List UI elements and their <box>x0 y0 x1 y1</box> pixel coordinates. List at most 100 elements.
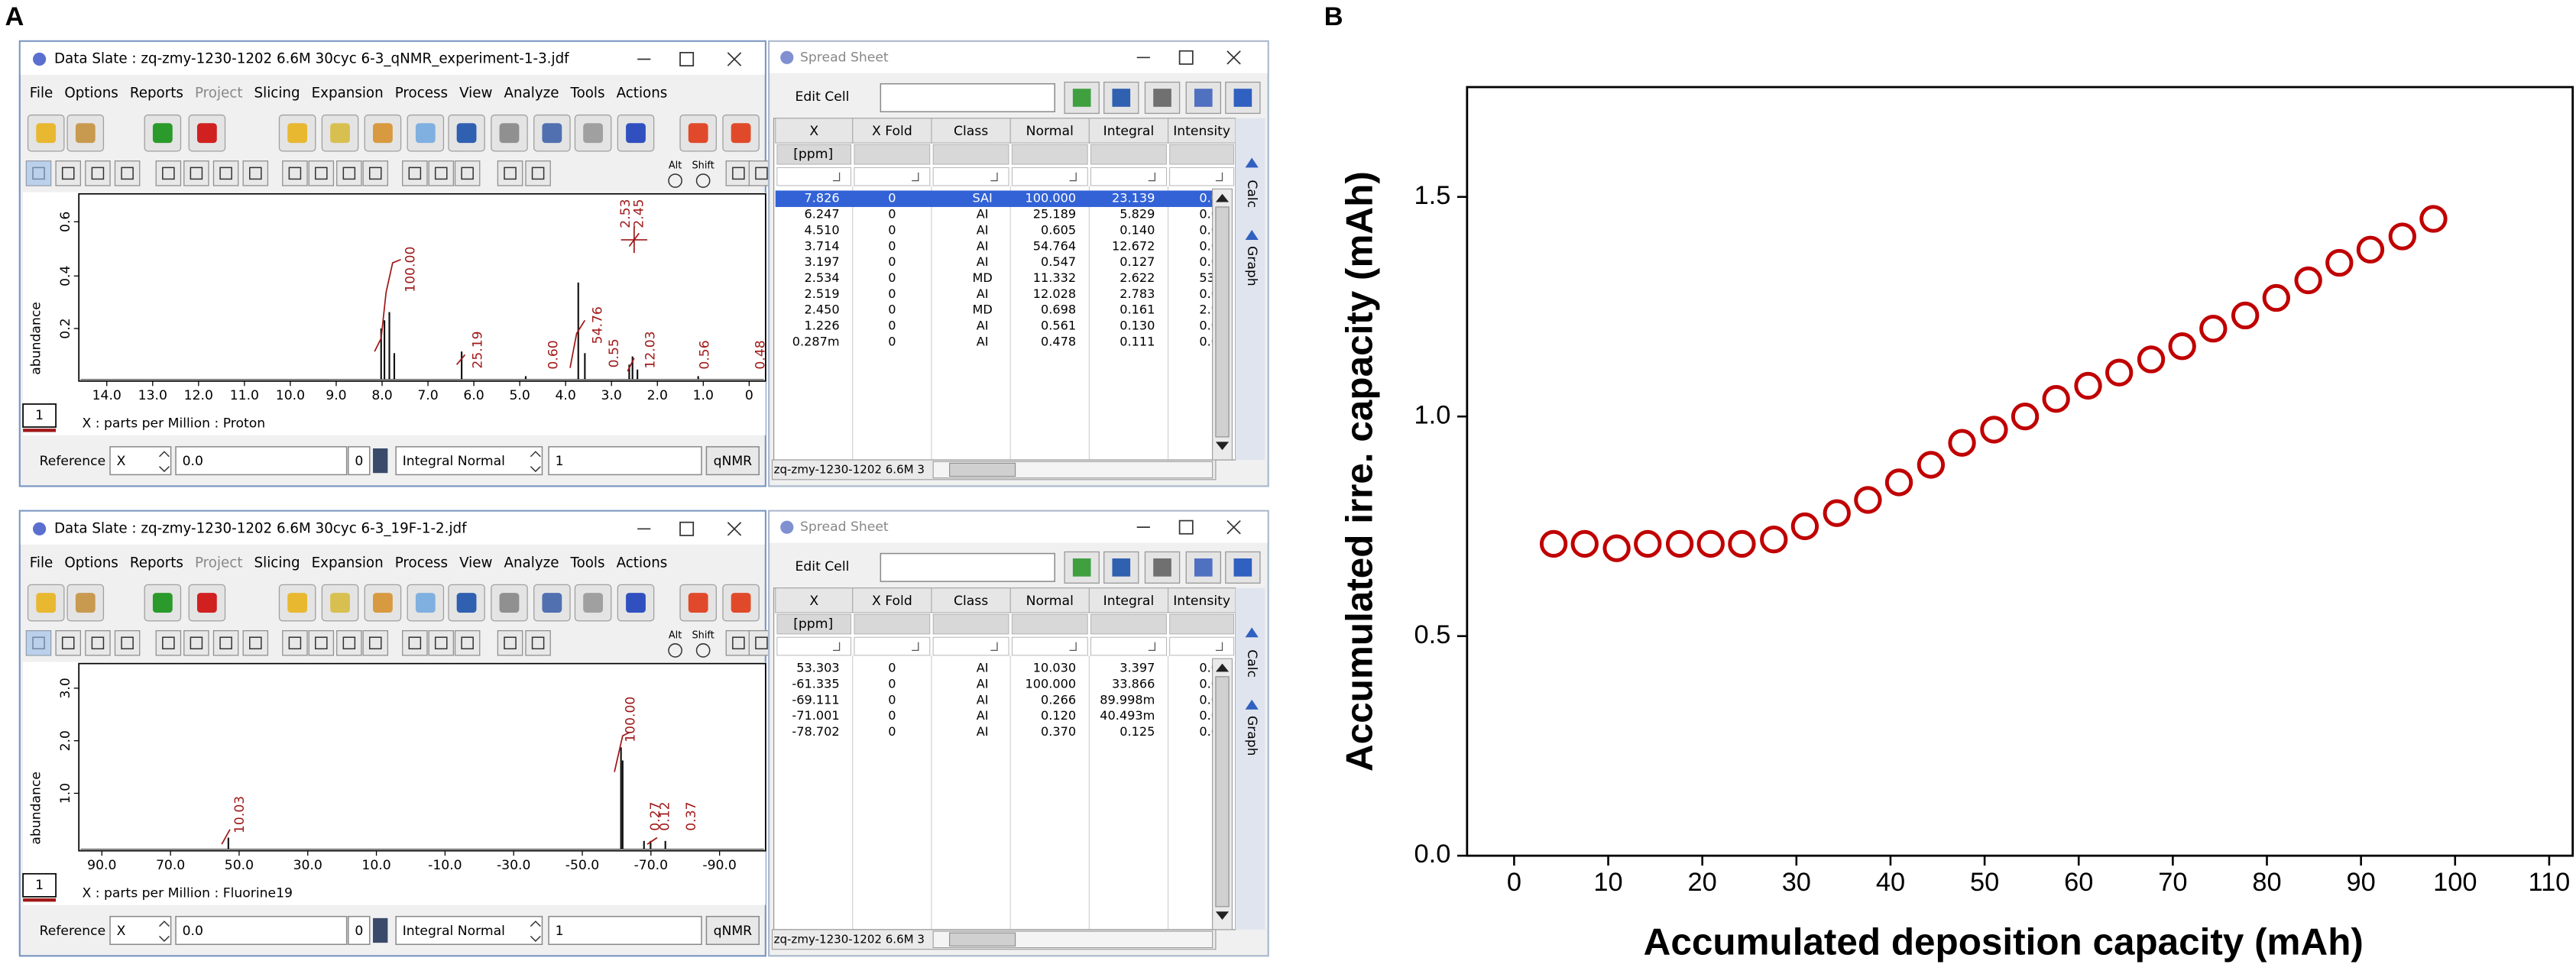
axis-select[interactable] <box>109 446 172 476</box>
toolbar-icon <box>152 593 173 613</box>
menu-item[interactable]: Analyze <box>504 555 559 571</box>
qnmr-button[interactable] <box>705 915 760 945</box>
menu-item[interactable]: Expansion <box>312 555 384 571</box>
menu-item[interactable]: Tools <box>570 86 605 102</box>
close-icon <box>1226 50 1241 65</box>
tool-button[interactable] <box>428 160 455 186</box>
tool-button[interactable] <box>155 160 182 186</box>
tool-button[interactable] <box>725 160 752 186</box>
menu-item[interactable]: Tools <box>570 555 605 571</box>
menu-item[interactable]: File <box>30 86 53 102</box>
tool-button[interactable] <box>336 160 362 186</box>
tool-button[interactable] <box>308 160 335 186</box>
axis-select-text: X <box>117 454 126 469</box>
tool-button[interactable] <box>497 629 523 656</box>
menu-item[interactable]: Reports <box>130 86 183 102</box>
tool-button[interactable] <box>282 629 308 656</box>
reference-input[interactable] <box>175 446 348 476</box>
tool-button[interactable] <box>85 629 111 656</box>
tool-button[interactable] <box>362 160 389 186</box>
y-axis-label: Accumulated irre. capacity (mAh) <box>1338 171 1380 772</box>
tool-glyph <box>121 167 134 180</box>
tool-button[interactable] <box>282 160 308 186</box>
side-tabs <box>1235 587 1265 930</box>
tool-button[interactable] <box>183 160 209 186</box>
x-tick-label: 50.0 <box>225 858 254 873</box>
menu-item[interactable]: Reports <box>130 555 183 571</box>
header-cell <box>1168 118 1236 144</box>
tool-button[interactable] <box>242 629 269 656</box>
tool-button[interactable] <box>308 629 335 656</box>
tool-button[interactable] <box>402 629 428 656</box>
tool-button[interactable] <box>183 629 209 656</box>
header-cell <box>852 118 932 144</box>
menu-item[interactable]: Slicing <box>254 86 300 102</box>
tool-button[interactable] <box>114 160 141 186</box>
menu-item[interactable]: Expansion <box>312 86 384 102</box>
mode-select[interactable] <box>395 446 543 476</box>
tool-button[interactable] <box>336 629 362 656</box>
v-scroll-thumb[interactable] <box>1215 676 1230 908</box>
tool-button[interactable] <box>525 160 551 186</box>
filter-mark <box>1069 172 1077 182</box>
mode-select[interactable] <box>395 915 543 945</box>
menu-item[interactable]: Process <box>395 555 448 571</box>
tool-button[interactable] <box>454 629 481 656</box>
count-input[interactable] <box>548 915 702 945</box>
table-cell: 100.000 <box>1026 676 1077 691</box>
tool-button[interactable] <box>114 629 141 656</box>
tool-button[interactable] <box>55 629 81 656</box>
v-scroll-thumb[interactable] <box>1215 206 1230 438</box>
side-tab[interactable]: Calc <box>1244 180 1259 208</box>
tool-button[interactable] <box>212 629 239 656</box>
side-tab[interactable]: Graph <box>1244 246 1259 286</box>
y-tick-label: 1.5 <box>1414 181 1451 210</box>
table-cell: 0.605 <box>1041 222 1076 237</box>
tool-button[interactable] <box>362 629 389 656</box>
tool-button[interactable] <box>525 629 551 656</box>
menu-item[interactable]: Options <box>64 86 118 102</box>
menu-item[interactable]: Project <box>195 86 242 102</box>
tool-button[interactable] <box>454 160 481 186</box>
tool-button[interactable] <box>402 160 428 186</box>
menu-item[interactable]: Project <box>195 555 242 571</box>
toolbar-icon <box>373 123 393 144</box>
menu-item[interactable]: View <box>459 86 492 102</box>
data-point <box>2356 235 2385 264</box>
edit-cell-input[interactable] <box>880 83 1055 113</box>
filter-mark <box>1215 642 1223 652</box>
table-cell: 0 <box>888 724 896 739</box>
x-tick-label: 8.0 <box>371 388 392 403</box>
count-input[interactable] <box>548 446 702 476</box>
tool-button[interactable] <box>242 160 269 186</box>
close-icon <box>727 522 742 536</box>
modifier-label: Shift <box>692 630 714 642</box>
tool-button[interactable] <box>212 160 239 186</box>
axis-select[interactable] <box>109 915 172 945</box>
index-box[interactable] <box>348 915 371 945</box>
integral-curve <box>569 319 586 368</box>
tool-button[interactable] <box>497 160 523 186</box>
side-tab[interactable]: Graph <box>1244 716 1259 756</box>
side-tab[interactable]: Calc <box>1244 649 1259 678</box>
menu-item[interactable]: Actions <box>617 86 668 102</box>
reference-input[interactable] <box>175 915 348 945</box>
menu-item[interactable]: Options <box>64 555 118 571</box>
table-cell: 0.130 <box>1120 319 1155 333</box>
tool-button[interactable] <box>85 160 111 186</box>
qnmr-button[interactable] <box>705 446 760 476</box>
filter-cell <box>854 167 931 186</box>
menu-item[interactable]: Analyze <box>504 86 559 102</box>
index-box[interactable] <box>348 446 371 476</box>
menu-item[interactable]: Slicing <box>254 555 300 571</box>
tool-button[interactable] <box>428 629 455 656</box>
menu-item[interactable]: File <box>30 555 53 571</box>
menu-item[interactable]: View <box>459 555 492 571</box>
menu-item[interactable]: Process <box>395 86 448 102</box>
tool-button[interactable] <box>155 629 182 656</box>
menu-item[interactable]: Actions <box>617 555 668 571</box>
toolbar-icon <box>415 593 436 613</box>
tool-button[interactable] <box>725 629 752 656</box>
tool-button[interactable] <box>55 160 81 186</box>
edit-cell-input[interactable] <box>880 552 1055 582</box>
